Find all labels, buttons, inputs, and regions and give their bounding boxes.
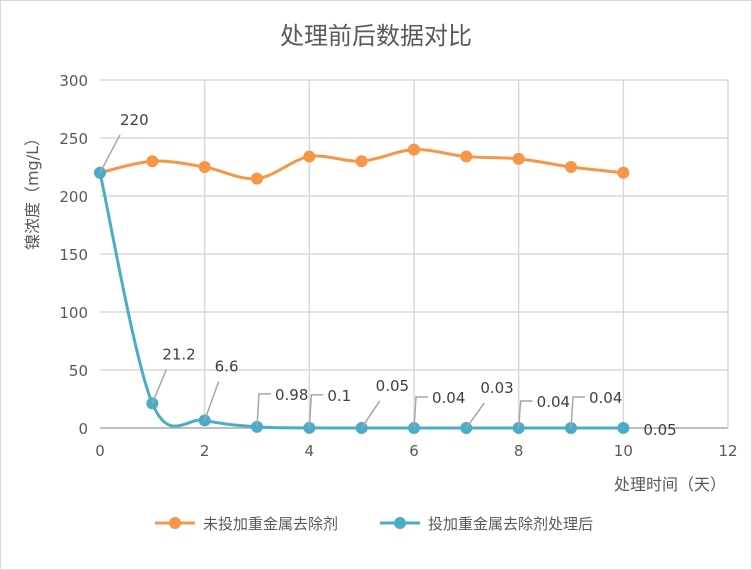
y-tick-label: 200: [59, 188, 88, 206]
data-label: 0.03: [480, 379, 513, 397]
data-label: 220: [120, 111, 149, 129]
y-tick-label: 150: [59, 246, 88, 264]
data-label: 21.2: [162, 345, 195, 363]
data-point: [251, 172, 263, 185]
data-label: 0.05: [643, 421, 676, 439]
x-tick-label: 2: [200, 442, 210, 460]
data-point: [408, 143, 420, 156]
data-label: 6.6: [215, 357, 239, 375]
legend-label: 未投加重金属去除剂: [203, 515, 338, 533]
leader-line: [465, 402, 485, 429]
data-point: [512, 152, 525, 165]
data-point: [355, 155, 368, 168]
data-label: 0.98: [275, 386, 308, 404]
x-tick-label: 12: [718, 442, 737, 460]
legend-marker: [169, 517, 181, 529]
y-tick-label: 50: [69, 362, 88, 380]
x-tick-label: 6: [409, 442, 419, 460]
data-point: [617, 421, 630, 434]
legend-marker: [394, 517, 406, 529]
data-label: 0.1: [327, 387, 351, 405]
x-tick-label: 4: [305, 442, 315, 460]
data-label: 0.04: [589, 389, 622, 407]
leader-line: [203, 381, 220, 421]
data-label: 0.04: [432, 389, 465, 407]
leader-line: [99, 134, 121, 174]
leader-line: [256, 393, 271, 427]
data-label: 0.05: [376, 377, 409, 395]
y-axis-label: 镍浓度（mg/L）: [23, 130, 42, 250]
y-tick-label: 100: [59, 304, 88, 322]
data-point: [460, 150, 473, 163]
series-line: [98, 172, 624, 430]
y-tick-label: 300: [59, 72, 88, 90]
data-point: [303, 150, 316, 163]
leader-line: [413, 396, 428, 429]
x-axis-label: 处理时间（天）: [614, 475, 726, 494]
data-point: [198, 161, 211, 173]
x-tick-label: 8: [514, 442, 524, 460]
leader-line: [517, 400, 533, 429]
chart-title: 处理前后数据对比: [280, 22, 472, 50]
y-tick-label: 0: [78, 420, 88, 438]
leader-line: [361, 400, 381, 429]
data-point: [617, 166, 630, 179]
leader-line: [570, 396, 585, 429]
data-label: 0.04: [537, 393, 570, 411]
legend-label: 投加重金属去除剂处理后: [428, 515, 593, 533]
data-point: [565, 161, 577, 173]
leader-line: [308, 394, 324, 428]
y-tick-label: 250: [59, 130, 88, 148]
leader-line: [151, 369, 168, 404]
x-tick-label: 10: [614, 442, 633, 460]
data-point: [146, 155, 159, 168]
x-tick-label: 0: [95, 442, 105, 460]
